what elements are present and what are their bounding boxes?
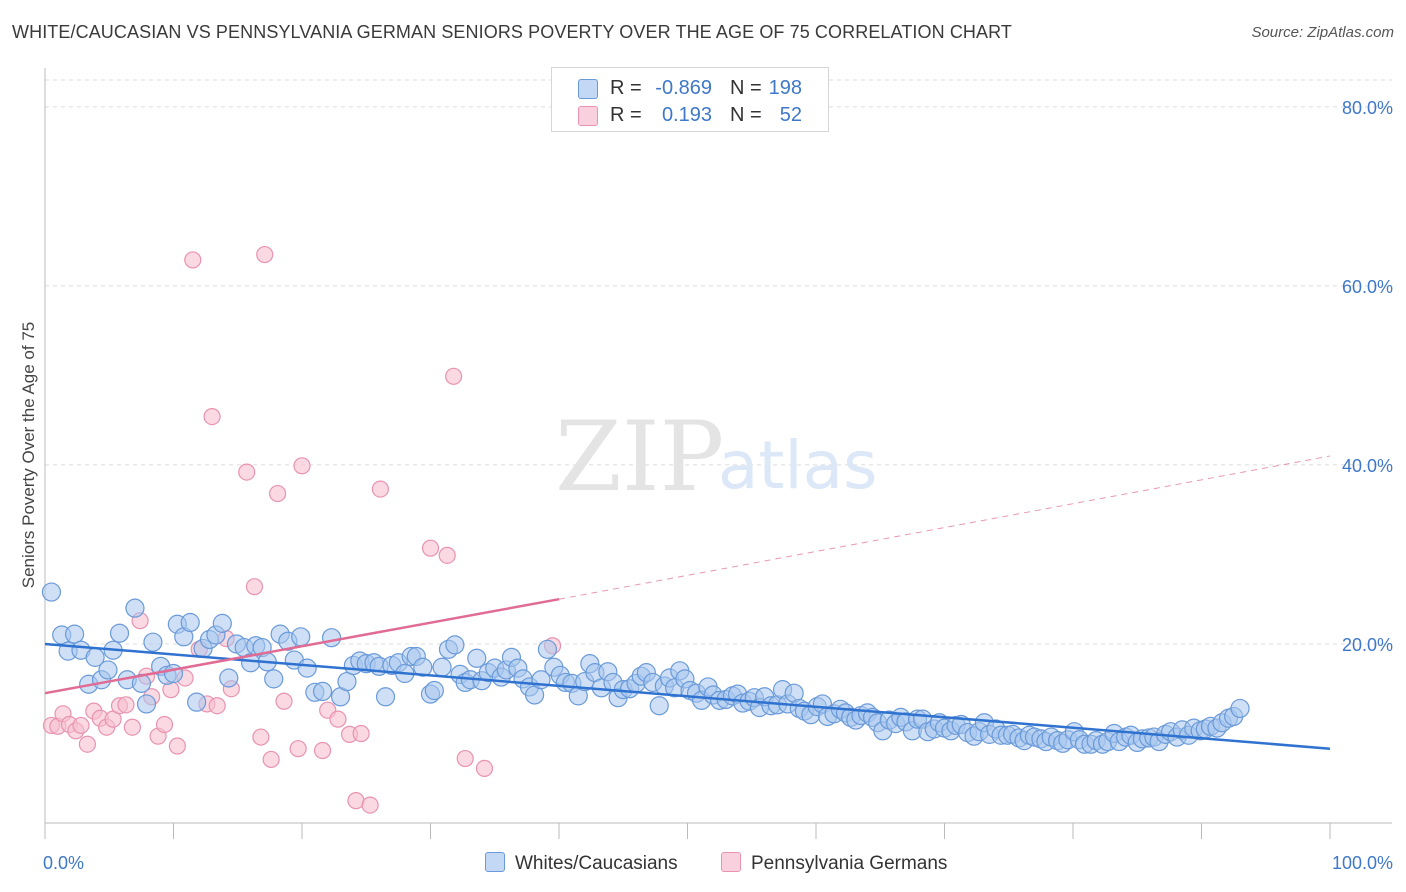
blue-point [413, 657, 433, 677]
blue-point [445, 635, 465, 655]
pink-point [456, 749, 474, 768]
pink-point [289, 740, 307, 758]
pink-point [438, 546, 456, 564]
blue-point [424, 680, 444, 701]
pink-point [123, 718, 141, 736]
blue-point [337, 671, 357, 692]
pink-point [361, 796, 379, 814]
legend-swatch-pink [578, 106, 598, 126]
y-tick-label: 60.0% [1342, 277, 1393, 297]
blue-point [297, 658, 317, 678]
blue-point [1230, 698, 1250, 719]
pink-point [371, 480, 389, 498]
legend-box: R = -0.869 N = 198 R = 0.193 N = 52 [551, 67, 829, 132]
pink-point [475, 759, 494, 777]
legend-n-label: N = [730, 104, 762, 126]
legend-row-blue: R = -0.869 N = 198 [552, 75, 828, 103]
blue-point [41, 582, 62, 602]
blue-point [219, 668, 239, 688]
legend-r-label: R = [610, 104, 642, 126]
legend-r-value: 0.193 [661, 104, 712, 126]
blue-point [321, 628, 342, 648]
blue-point [537, 639, 558, 659]
pink-point [245, 578, 264, 596]
y-tick-label: 20.0% [1342, 635, 1393, 655]
pink-point [421, 539, 440, 557]
watermark-atlas: atlas [718, 427, 878, 504]
bottom-legend-label-pink: Pennsylvania Germans [751, 853, 948, 874]
blue-point [187, 692, 207, 712]
pink-points [42, 245, 562, 814]
trend-lines [44, 455, 1331, 750]
legend-n-value: 198 [768, 77, 802, 99]
blue-point [312, 681, 333, 702]
blue-point [163, 663, 184, 684]
legend-row-pink: R = 0.193 N = 52 [552, 102, 828, 130]
pink-point [313, 741, 332, 760]
bottom-legend-label-blue: Whites/Caucasians [515, 853, 678, 874]
blue-point [109, 623, 130, 643]
bottom-legend-swatch-blue [485, 852, 505, 872]
blue-point [180, 612, 200, 633]
blue-point [125, 598, 145, 618]
blue-point [375, 687, 396, 707]
y-axis-title: Seniors Poverty Over the Age of 75 [19, 322, 38, 588]
legend-n-value: 52 [779, 104, 802, 126]
y-tick-label: 40.0% [1342, 456, 1393, 476]
bottom-legend: Whites/Caucasians Pennsylvania Germans [0, 850, 1406, 880]
pink-point [262, 750, 280, 769]
axes [44, 68, 1392, 839]
blue-point [212, 613, 232, 633]
pink-point [445, 367, 463, 385]
x-tick-label: 100.0% [1332, 853, 1393, 873]
pink-point [168, 737, 186, 755]
pink-point [155, 715, 174, 734]
pink-point [203, 407, 221, 426]
legend-swatch-blue [578, 79, 598, 99]
x-tick-label: 0.0% [43, 853, 84, 873]
gridlines [45, 79, 1392, 645]
pink-point [72, 716, 90, 735]
pink-point [347, 792, 365, 810]
pink-trend-extension [558, 455, 1331, 600]
legend-n-label: N = [730, 77, 762, 99]
bottom-legend-swatch-pink [721, 852, 741, 872]
y-tick-label: 80.0% [1342, 98, 1393, 118]
blue-point [64, 624, 85, 644]
watermark: ZIP atlas [555, 401, 878, 513]
pink-point [184, 251, 202, 269]
blue-point [136, 694, 157, 714]
blue-point [432, 657, 452, 677]
watermark-zip: ZIP [555, 401, 724, 513]
blue-trend-line [44, 642, 1331, 750]
blue-point [649, 696, 669, 716]
chart-source: Source: ZipAtlas.com [1251, 24, 1394, 41]
pink-trend-line [44, 597, 560, 695]
pink-point [238, 463, 256, 481]
pink-point [208, 697, 226, 715]
pink-point [293, 457, 311, 475]
legend-r-label: R = [610, 77, 642, 99]
blue-point [291, 627, 311, 647]
pink-point [268, 484, 287, 503]
blue-point [143, 632, 163, 652]
legend-r-value: -0.869 [655, 77, 712, 99]
chart-title: WHITE/CAUCASIAN VS PENNSYLVANIA GERMAN S… [12, 22, 1012, 42]
pink-point [275, 692, 293, 710]
blue-point [264, 669, 284, 689]
blue-point [467, 648, 487, 668]
pink-point [256, 245, 274, 264]
pink-point [329, 710, 347, 728]
blue-point [98, 660, 118, 680]
tick-labels: 20.0% 40.0% 60.0% 80.0% 0.0% 100.0% [43, 98, 1393, 873]
bottom-legend-blue: Whites/Caucasians [485, 852, 678, 875]
pink-point [78, 735, 97, 753]
bottom-legend-pink: Pennsylvania Germans [721, 852, 947, 875]
pink-point [352, 724, 370, 743]
pink-point [252, 728, 270, 746]
pink-point [117, 696, 135, 714]
